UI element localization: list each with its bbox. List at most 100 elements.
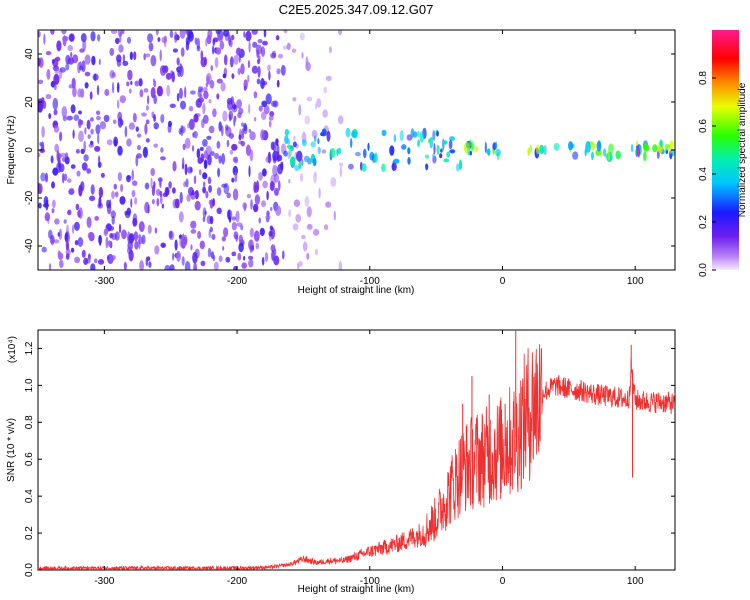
heatmap-cell-r0 <box>212 45 215 55</box>
colorbar-gradient <box>712 30 739 270</box>
heatmap-cell-r0 <box>221 236 226 242</box>
heatmap-cell-r0 <box>48 263 52 270</box>
heatmap-cell-r0 <box>216 78 223 84</box>
heatmap-cell-r0 <box>174 239 178 251</box>
heatmap-cell-r0 <box>67 178 72 183</box>
heatmap-cell-r0 <box>77 237 84 247</box>
heatmap-cell-r0 <box>47 214 50 225</box>
heatmap-cell-r0 <box>249 149 254 162</box>
heatmap-cell-r0 <box>150 177 153 189</box>
heatmap-cell-r0 <box>145 105 149 111</box>
heatmap-cell-r0 <box>237 252 242 261</box>
heatmap-cell-r0 <box>218 121 222 132</box>
heatmap-cell-r0 <box>273 255 280 266</box>
heatmap-cell-r3 <box>463 142 470 154</box>
heatmap-cell-r2 <box>351 130 358 138</box>
heatmap-cell-r0 <box>243 85 247 92</box>
heatmap-cell-r0 <box>209 226 213 233</box>
heatmap-cell-r1 <box>323 86 328 94</box>
heatmap-cell-r2 <box>458 159 463 170</box>
heatmap-cell-r0 <box>90 31 96 42</box>
heatmap-cell-r1 <box>301 234 306 240</box>
heatmap-cell-r0 <box>120 184 124 192</box>
heatmap-cell-r0 <box>206 215 212 225</box>
heatmap-cell-r2 <box>433 143 436 155</box>
heatmap-cell-r0 <box>99 121 107 130</box>
heatmap-cell-r0 <box>41 246 47 253</box>
heatmap-cell-r0 <box>212 198 216 207</box>
heatmap-cell-r0 <box>233 265 238 270</box>
heatmap-cell-r0 <box>213 261 219 270</box>
heatmap-cell-r0 <box>251 65 258 74</box>
heatmap-cell-r0 <box>238 134 242 141</box>
heatmap-cell-r0 <box>228 132 235 139</box>
heatmap-cell-r3 <box>527 147 531 156</box>
heatmap-cell-r0 <box>249 227 254 238</box>
heatmap-cell-r0 <box>268 115 274 121</box>
heatmap-cell-r0 <box>82 39 87 51</box>
heatmap-cell-r2 <box>314 135 317 143</box>
heatmap-cell-r0 <box>119 95 127 104</box>
heatmap-cell-r0 <box>111 255 116 261</box>
heatmap-cell-r0 <box>171 71 175 83</box>
heatmap-cell-r0 <box>268 70 271 81</box>
heatmap-cell-r1 <box>314 248 319 256</box>
heatmap-cell-r0 <box>106 199 111 209</box>
heatmap-cell-r0 <box>97 34 101 42</box>
heatmap-cell-r0 <box>222 110 228 122</box>
heatmap-cell-r0 <box>247 60 251 69</box>
heatmap-cell-r0 <box>153 114 157 122</box>
heatmap-cell-r0 <box>168 230 173 239</box>
heatmap-cell-r2 <box>345 127 351 138</box>
heatmap-cell-r0 <box>40 141 45 153</box>
heatmap-cell-r0 <box>164 264 171 270</box>
heatmap-cell-r0 <box>215 30 221 35</box>
heatmap-cell-r0 <box>156 188 161 196</box>
y-tick-label: -40 <box>24 238 35 253</box>
heatmap-cell-r0 <box>252 41 258 48</box>
heatmap-cell-r0 <box>87 134 91 140</box>
heatmap-cell-r0 <box>270 141 275 151</box>
heatmap-cell-r2 <box>381 129 387 137</box>
heatmap-cell-r0 <box>176 250 181 262</box>
heatmap-cell-r2 <box>432 153 435 160</box>
heatmap-cell-r1 <box>306 96 313 102</box>
heatmap-cell-r0 <box>226 192 231 199</box>
heatmap-cell-r2 <box>317 146 321 154</box>
heatmap-cell-r0 <box>253 116 257 122</box>
heatmap-cell-r2 <box>373 152 378 163</box>
heatmap-cell-r1 <box>292 97 297 102</box>
heatmap-cell-r0 <box>148 261 152 268</box>
heatmap-cell-r0 <box>97 259 105 265</box>
heatmap-cell-r0 <box>176 92 180 102</box>
heatmap-cell-r0 <box>151 198 155 205</box>
heatmap-cell-r0 <box>248 103 251 114</box>
heatmap-cell-r0 <box>100 172 105 178</box>
heatmap-cell-r0 <box>66 242 70 251</box>
heatmap-cell-r2 <box>425 154 430 159</box>
heatmap-cell-r0 <box>98 58 101 65</box>
colorbar-label: Normalized spectral amplitude <box>737 82 748 217</box>
heatmap-cell-r0 <box>134 197 138 205</box>
heatmap-cell-r0 <box>222 73 227 79</box>
spectrogram-x-ticks: -300 -200 -100 0 100 <box>94 30 644 287</box>
heatmap-cell-r0 <box>197 230 202 240</box>
heatmap-cell-r0 <box>117 99 120 109</box>
heatmap-cell-r0 <box>198 86 202 93</box>
heatmap-cell-r0 <box>96 110 101 116</box>
heatmap-cell-r0 <box>223 54 228 66</box>
heatmap-cell-r0 <box>83 257 88 265</box>
heatmap-cell-r0 <box>180 100 186 110</box>
heatmap-cell-r0 <box>84 71 91 77</box>
heatmap-cell-r0 <box>161 65 167 73</box>
heatmap-cell-r0 <box>266 190 269 201</box>
heatmap-cell-r0 <box>257 39 263 44</box>
heatmap-cell-r0 <box>143 88 149 93</box>
heatmap-cell-r0 <box>160 113 165 124</box>
heatmap-cell-r0 <box>254 194 261 205</box>
heatmap-cell-r0 <box>269 181 275 192</box>
heatmap-cell-r0 <box>264 252 269 263</box>
heatmap-cell-r0 <box>197 97 204 103</box>
heatmap-cell-r0 <box>243 202 247 212</box>
